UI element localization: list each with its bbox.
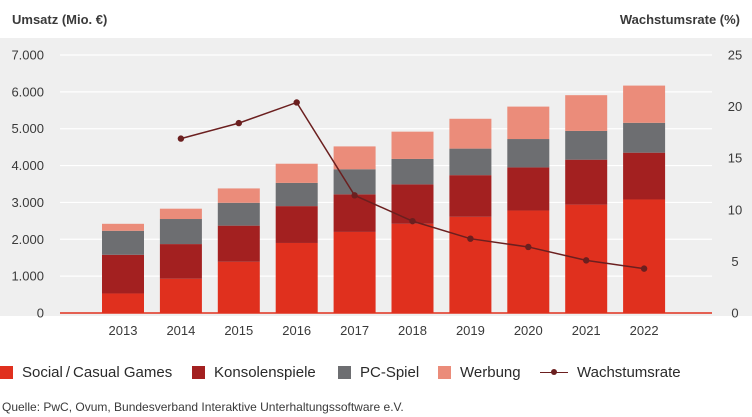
bar-segment (159, 244, 202, 279)
left-axis-title: Umsatz (Mio. €) (12, 12, 108, 27)
bar-segment (391, 158, 434, 185)
x-tick-label: 2018 (398, 323, 427, 338)
growth-point (351, 192, 358, 199)
y2-tick-label: 10 (728, 202, 742, 217)
growth-point (640, 265, 648, 272)
bar-segment (102, 293, 144, 313)
y2-tick-label: 5 (731, 254, 738, 269)
bar-segment (507, 210, 550, 313)
legend-item-social-casual: Social / Casual Games (0, 362, 172, 382)
legend-swatch (192, 365, 205, 379)
bar-segment (449, 175, 492, 217)
growth-point (293, 99, 300, 106)
bar-segment (507, 167, 550, 211)
y2-tick-label: 15 (728, 151, 742, 166)
legend-label: Werbung (460, 363, 521, 381)
legend-item-konsolenspiele: Konsolenspiele (192, 362, 316, 382)
bar-segment (565, 95, 608, 131)
bar-segment (507, 139, 550, 168)
bar-segment (565, 130, 608, 160)
y-tick-label: 5.000 (11, 121, 44, 136)
y-tick-label: 2.000 (11, 232, 44, 247)
x-tick-label: 2020 (514, 323, 543, 338)
revenue-chart: 0 1.000 2.000 3.000 4.000 5.000 6.000 7.000 0 5 10… (11, 48, 742, 339)
x-tick-label: 2013 (109, 323, 138, 338)
bar-segment (217, 202, 260, 226)
bar-segment (275, 182, 318, 207)
legend-line-swatch (540, 366, 568, 379)
bar-segment (565, 159, 608, 205)
legend-item-wachstumsrate: Wachstumsrate (540, 362, 681, 382)
legend-item-werbung: Werbung (438, 362, 521, 382)
growth-point (467, 235, 474, 242)
legend: Social / Casual Games Konsolenspiele PC-… (0, 362, 752, 384)
bar-segment (102, 223, 144, 231)
x-tick-label: 2022 (630, 323, 659, 338)
bar-segment (159, 208, 202, 220)
legend-swatch (0, 365, 13, 379)
bar-segment (391, 184, 434, 224)
legend-label: PC-Spiel (360, 363, 420, 381)
growth-point (583, 257, 590, 264)
bar-segment (623, 199, 666, 313)
y2-tick-label: 25 (728, 48, 742, 63)
y2-tick-label: 0 (731, 306, 738, 321)
bar-segment (449, 148, 492, 176)
legend-label: Wachstumsrate (577, 363, 681, 381)
bar-segment (217, 261, 260, 313)
bar-segment (217, 225, 260, 262)
y-tick-label: 1.000 (11, 269, 44, 284)
y2-tick-label: 20 (728, 99, 742, 114)
legend-label: Social / Casual Games (22, 363, 173, 381)
legend-swatch (338, 365, 351, 379)
bar-segment (217, 188, 260, 203)
x-tick-label: 2017 (340, 323, 369, 338)
bar-segment (507, 106, 550, 140)
legend-label: Konsolenspiele (214, 363, 316, 381)
bar-segment (159, 219, 202, 245)
bar-segment (159, 278, 202, 313)
bar-segment (391, 223, 434, 313)
bar-segment (333, 231, 376, 313)
bar-segment (275, 206, 318, 243)
bar-segment (449, 216, 492, 313)
right-axis-title: Wachstumsrate (%) (619, 12, 740, 27)
bar-segment (333, 194, 376, 232)
legend-item-pc-spiel: PC-Spiel (338, 362, 419, 382)
bar-segment (102, 254, 144, 294)
x-tick-label: 2021 (572, 323, 601, 338)
y-tick-label: 3.000 (11, 195, 44, 210)
y-tick-label: 7.000 (11, 48, 44, 63)
bar-segment (275, 242, 318, 313)
growth-point (235, 119, 242, 127)
bar-segment (391, 131, 434, 159)
x-tick-label: 2016 (282, 323, 311, 338)
bar-segment (275, 163, 318, 183)
x-tick-label: 2014 (166, 323, 195, 338)
growth-point (525, 243, 532, 251)
growth-point (409, 217, 416, 225)
source-note: Quelle: PwC, Ovum, Bundesverband Interak… (2, 400, 404, 414)
bar-segment (102, 230, 144, 255)
y-tick-label: 0 (37, 306, 44, 321)
bar-segment (623, 152, 666, 200)
x-tick-label: 2015 (224, 323, 253, 338)
growth-point (177, 135, 185, 142)
x-tick-label: 2019 (456, 323, 485, 338)
y-tick-label: 6.000 (11, 84, 44, 99)
legend-swatch (438, 365, 451, 379)
bar-segment (449, 118, 492, 149)
y-tick-label: 4.000 (11, 158, 44, 173)
bar-segment (623, 85, 666, 123)
bar-segment (623, 122, 666, 153)
bar-segment (333, 146, 376, 170)
